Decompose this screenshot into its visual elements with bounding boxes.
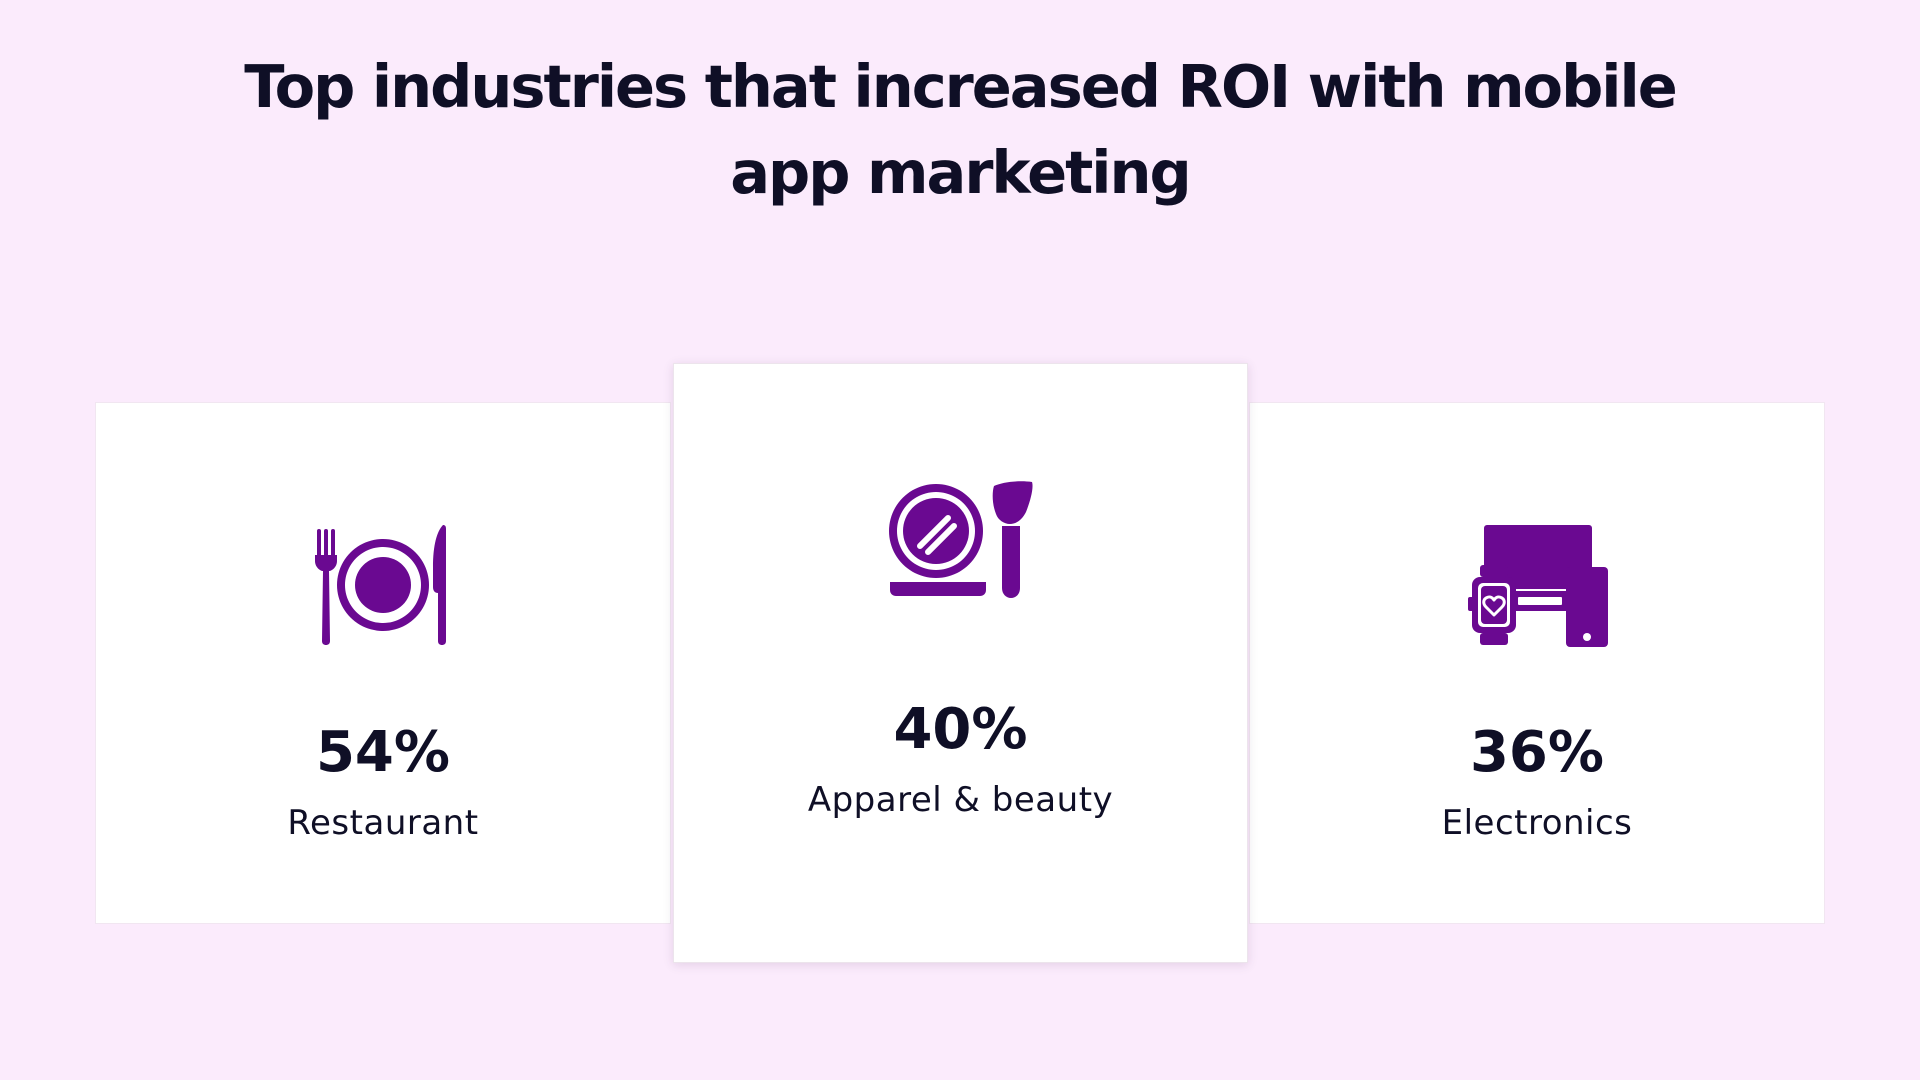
page-title-line-1: Top industries that increased ROI with m… <box>244 52 1678 121</box>
stat-card-apparel-beauty: 40% Apparel & beauty <box>673 363 1248 963</box>
stat-label-electronics: Electronics <box>1441 803 1633 843</box>
plate-cutlery-icon <box>306 525 462 645</box>
stat-label-restaurant: Restaurant <box>287 803 479 843</box>
stat-value-electronics: 36% <box>1469 720 1605 785</box>
devices-icon <box>1460 525 1616 647</box>
page-title-line-2: app marketing <box>730 138 1192 207</box>
stat-card-restaurant: 54% Restaurant <box>95 402 671 924</box>
stat-value-restaurant: 54% <box>315 720 451 785</box>
stat-value-apparel-beauty: 40% <box>893 697 1028 762</box>
page-title: Top industries that increased ROI with m… <box>0 44 1920 216</box>
stat-card-electronics: 36% Electronics <box>1249 402 1825 924</box>
makeup-compact-brush-icon <box>886 480 1038 602</box>
stat-label-apparel-beauty: Apparel & beauty <box>807 780 1114 820</box>
